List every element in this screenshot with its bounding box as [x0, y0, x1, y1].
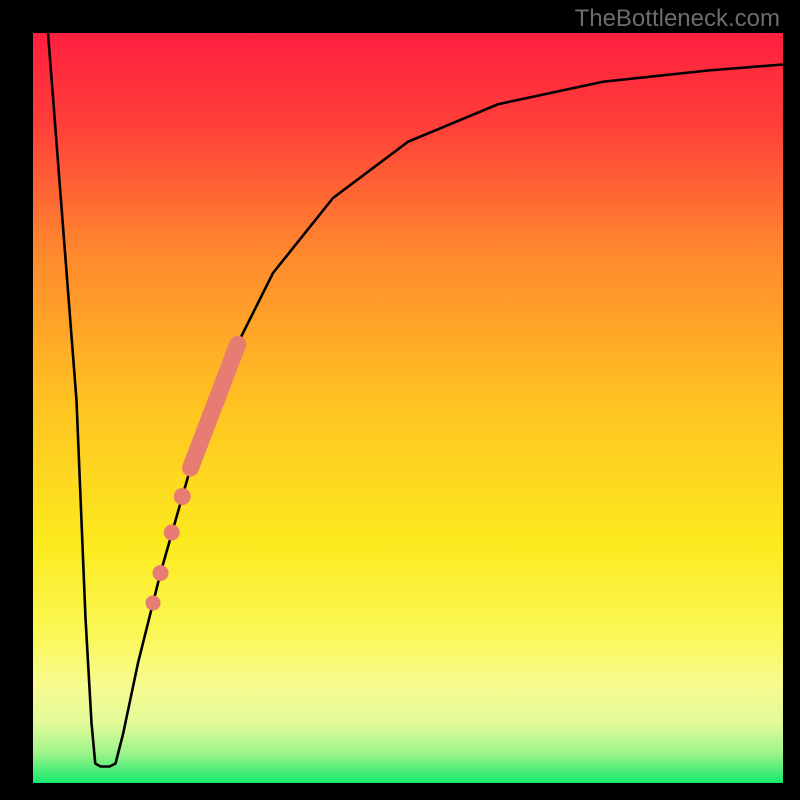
highlight-dot — [164, 525, 180, 541]
plot-area — [33, 33, 783, 783]
source-watermark: TheBottleneck.com — [575, 5, 780, 33]
bottleneck-curve — [48, 33, 783, 767]
highlight-dot — [174, 488, 191, 505]
chart-container: TheBottleneck.com — [0, 0, 800, 800]
highlight-dot — [146, 596, 161, 611]
curve-layer — [33, 33, 783, 783]
highlight-dot — [153, 565, 169, 581]
highlight-bar — [191, 344, 238, 468]
